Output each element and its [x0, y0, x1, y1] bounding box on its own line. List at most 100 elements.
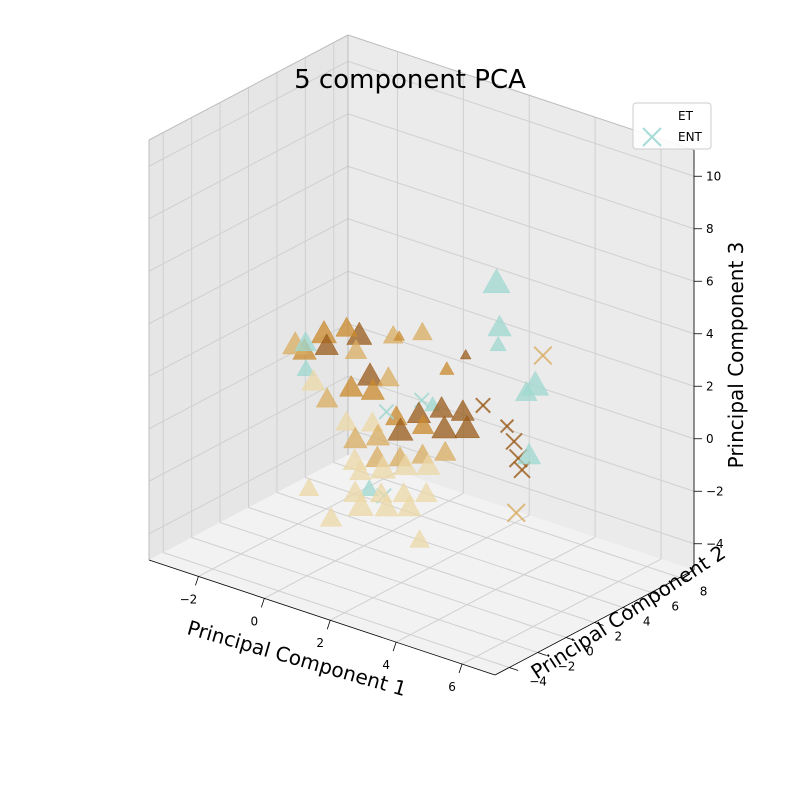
z-tick-label: 4	[706, 327, 714, 341]
legend-label-ent: ENT	[678, 130, 703, 144]
y-tick	[509, 667, 519, 671]
x-tick	[326, 620, 331, 630]
x-tick	[195, 576, 199, 586]
y-tick	[565, 637, 576, 641]
x-point-stroke	[378, 403, 395, 420]
x-tick	[260, 598, 265, 608]
gridline-z-back	[347, 60, 695, 177]
triangle-point	[349, 460, 372, 481]
triangle-point	[515, 380, 538, 401]
gridline-y-floor	[163, 552, 510, 668]
gridline-y-floor	[333, 462, 680, 578]
triangle-point	[482, 268, 511, 294]
z-tick-label: 10	[706, 169, 721, 183]
z-tick-label: 6	[706, 274, 714, 288]
z-tick-label: 8	[706, 222, 714, 236]
x-point-stroke	[506, 503, 526, 523]
triangle-point	[412, 321, 433, 341]
triangle-point	[365, 423, 391, 446]
y-tick-label: −2	[558, 660, 576, 674]
x-point	[378, 403, 395, 420]
y-tick-label: −4	[529, 675, 547, 689]
gridline-z-left	[148, 375, 349, 482]
triangle-point	[409, 529, 430, 548]
triangle-point	[439, 361, 455, 375]
x-point	[499, 419, 515, 434]
x-point-stroke	[499, 419, 515, 434]
gridline-z-left	[148, 165, 349, 272]
gridline-z-back	[347, 218, 695, 335]
x-point-stroke	[475, 397, 491, 414]
gridline-z-back	[347, 323, 695, 440]
y-tick-label: 0	[586, 645, 594, 659]
x-point	[475, 397, 491, 414]
triangle-point	[335, 316, 358, 337]
triangle-point	[431, 415, 458, 439]
gridline-z-left	[148, 218, 349, 325]
triangle-point	[377, 366, 400, 387]
x-tick-label: 6	[448, 680, 456, 694]
scatter-markers	[282, 268, 553, 548]
triangle-point	[294, 331, 317, 352]
x-tick-label: 0	[251, 614, 259, 628]
triangle-point	[416, 453, 441, 475]
x-point-stroke	[533, 346, 553, 366]
x-tick-label: 2	[316, 636, 324, 650]
triangle-point	[433, 440, 457, 461]
triangle-point	[335, 410, 358, 431]
legend-marker-ent	[642, 127, 662, 147]
gridline-z-left	[148, 428, 349, 535]
gridline-z-back	[347, 113, 695, 230]
triangle-point	[516, 442, 542, 465]
triangle-point	[359, 479, 379, 496]
x-point	[533, 346, 553, 366]
triangle-point	[343, 426, 368, 449]
gridline-y-floor	[276, 492, 624, 608]
triangle-point	[415, 481, 438, 502]
legend-label-et: ET	[678, 109, 694, 123]
y-tick-label: 2	[615, 630, 623, 644]
gridline-z-back	[347, 165, 695, 282]
x-tick-label: −2	[180, 592, 198, 606]
gridline-z-left	[148, 113, 349, 220]
y-tick-label: 8	[700, 585, 708, 599]
gridline-z-back	[347, 428, 695, 545]
triangle-point	[374, 494, 399, 517]
y-tick	[679, 577, 689, 581]
y-tick	[594, 622, 604, 626]
gridline-z-left	[148, 270, 349, 377]
z-axis-label: Principal Component 3	[724, 242, 748, 469]
x-point-stroke	[505, 432, 523, 451]
x-point	[513, 461, 531, 479]
triangle-point	[347, 492, 374, 516]
triangle-point	[298, 477, 320, 496]
y-tick-label: 4	[643, 615, 651, 629]
gridline-y-floor	[219, 522, 567, 638]
z-tick-label: 2	[706, 379, 714, 393]
chart-title: 5 component PCA	[294, 65, 526, 95]
triangle-point	[397, 494, 422, 517]
gridline-z-left	[148, 60, 349, 167]
gridline-y-floor	[248, 507, 595, 623]
triangle-point	[453, 414, 481, 439]
gridline-y-floor	[191, 537, 538, 653]
legend: ET ENT	[632, 102, 712, 150]
triangle-point	[387, 417, 414, 441]
axes-ticks: −2 0 2 4 6 −4 −2 0 2 4 6 8 −4 −2 0 2 4 6 8 10	[148, 150, 724, 694]
gridline-z-back	[347, 270, 695, 387]
y-tick	[537, 652, 547, 656]
triangle-point	[393, 330, 406, 341]
triangle-point	[459, 348, 472, 360]
triangle-point	[411, 413, 435, 434]
y-tick	[651, 592, 661, 596]
triangle-point	[360, 378, 385, 400]
triangle-point	[369, 455, 397, 479]
y-tick	[622, 607, 633, 611]
triangle-point	[344, 338, 368, 359]
triangle-point	[429, 395, 454, 418]
z-tick-label: 0	[706, 432, 714, 446]
x-axis-line	[148, 559, 496, 676]
x-point	[506, 503, 526, 523]
triangle-point	[487, 314, 512, 337]
triangle-point	[339, 374, 364, 397]
